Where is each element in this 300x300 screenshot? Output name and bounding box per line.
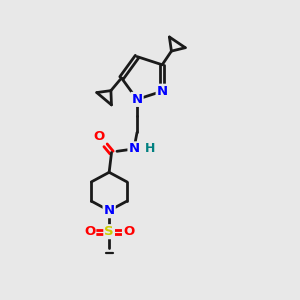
Text: N: N — [128, 142, 140, 155]
Text: N: N — [157, 85, 168, 98]
Text: H: H — [145, 142, 155, 155]
Text: N: N — [103, 204, 115, 217]
Text: O: O — [123, 225, 134, 238]
Text: N: N — [131, 93, 142, 106]
Text: O: O — [84, 225, 95, 238]
Text: S: S — [104, 225, 114, 238]
Text: O: O — [93, 130, 105, 143]
